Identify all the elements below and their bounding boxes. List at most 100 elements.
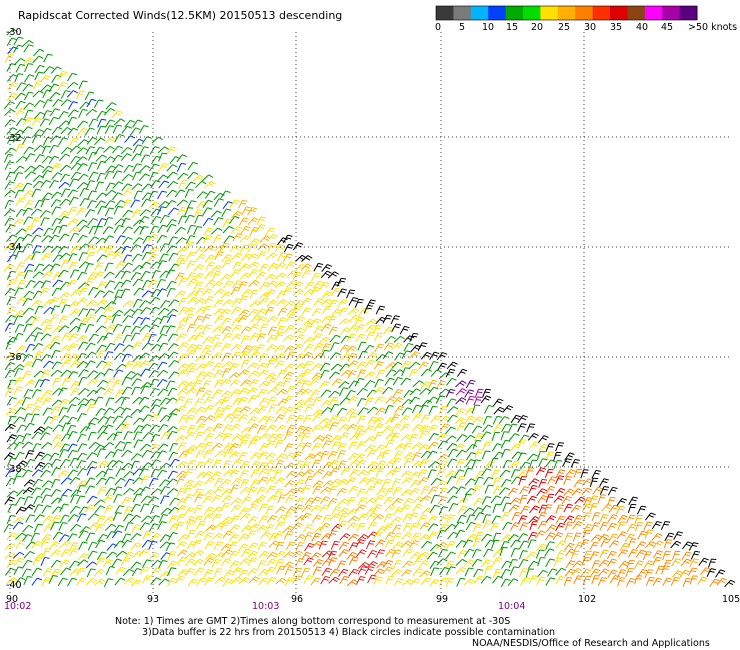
wind-barb	[185, 387, 197, 395]
wind-barb	[321, 434, 333, 442]
wind-barb	[203, 557, 215, 566]
wind-barb	[228, 550, 240, 559]
wind-barb	[502, 502, 512, 512]
wind-barb	[157, 424, 169, 433]
wind-barb	[40, 557, 50, 567]
wind-barb	[616, 531, 628, 540]
wind-barb	[492, 477, 501, 487]
time-label: 10:04	[498, 601, 526, 612]
wind-barb	[358, 477, 370, 485]
wind-barb	[264, 452, 277, 460]
wind-barb	[186, 529, 196, 539]
wind-barb	[590, 522, 601, 532]
wind-barb	[285, 261, 296, 270]
wind-barb	[121, 125, 133, 134]
wind-barb	[212, 341, 223, 351]
wind-barb	[563, 515, 575, 524]
wind-barb	[169, 497, 180, 506]
wind-barb	[139, 486, 151, 495]
wind-barb	[23, 44, 34, 53]
wind-barb	[256, 308, 267, 317]
wind-barb	[40, 333, 52, 341]
wind-barb	[51, 163, 62, 172]
wind-barb	[78, 530, 89, 539]
wind-barb	[195, 450, 205, 459]
wind-barb	[391, 478, 402, 488]
wind-barb	[292, 288, 304, 296]
wind-barb	[375, 305, 386, 315]
wind-barb	[357, 534, 369, 542]
wind-barb	[346, 522, 358, 531]
wind-barb	[356, 387, 368, 396]
wind-barb	[265, 485, 277, 494]
wind-barb	[519, 550, 528, 560]
wind-barb	[4, 567, 16, 576]
wind-barb	[553, 557, 563, 567]
wind-barb	[113, 406, 125, 414]
wind-barb	[88, 171, 99, 181]
wind-barb	[195, 253, 207, 262]
wind-barb	[258, 397, 269, 407]
wind-barb	[104, 189, 117, 197]
wind-barb	[40, 538, 50, 548]
wind-barb	[455, 458, 466, 468]
wind-barb	[50, 305, 60, 315]
wind-barb	[6, 127, 18, 135]
wind-barb	[68, 261, 78, 271]
wind-barb	[219, 242, 230, 252]
wind-barb	[455, 558, 467, 566]
wind-barb	[304, 322, 314, 332]
wind-barb	[202, 234, 213, 244]
wind-barb	[346, 423, 358, 432]
wind-barb	[6, 306, 17, 315]
wind-barb	[313, 342, 324, 352]
wind-barb	[347, 370, 358, 379]
wind-barb	[157, 388, 169, 397]
wind-barb	[123, 431, 133, 440]
wind-barb	[51, 478, 61, 488]
wind-barb	[79, 101, 91, 110]
wind-barb	[367, 574, 377, 584]
wind-barb	[150, 559, 162, 568]
legend-swatch	[644, 6, 663, 20]
wind-barb	[411, 424, 423, 432]
wind-barb	[114, 289, 124, 299]
wind-barb	[231, 210, 243, 219]
wind-barb	[113, 431, 123, 441]
legend-tick: 20	[531, 22, 544, 33]
wind-barb	[67, 533, 78, 542]
wind-barb	[295, 442, 306, 451]
wind-barb	[159, 315, 169, 325]
wind-barb	[329, 342, 340, 352]
wind-barb	[697, 576, 708, 585]
wind-barb	[94, 271, 105, 280]
wind-barb	[430, 415, 442, 424]
wind-barb	[23, 57, 35, 65]
wind-barb	[274, 521, 286, 530]
wind-barb	[60, 99, 72, 107]
wind-barb	[463, 422, 475, 431]
wind-barb	[165, 542, 176, 552]
wind-barb	[247, 207, 258, 216]
wind-barb	[23, 551, 35, 559]
wind-barb	[337, 507, 350, 515]
wind-barb	[39, 287, 50, 297]
wind-barb	[339, 397, 351, 405]
wind-barb	[301, 307, 312, 316]
wind-barb	[59, 153, 71, 162]
wind-barb	[327, 550, 337, 560]
wind-barb	[274, 439, 285, 449]
wind-barb	[606, 522, 617, 532]
wind-barb	[141, 290, 153, 298]
wind-barb	[480, 504, 492, 514]
wind-barb	[40, 354, 52, 362]
wind-barb	[238, 217, 249, 226]
wind-barb	[39, 432, 51, 441]
wind-barb	[688, 542, 699, 551]
wind-barb	[589, 503, 599, 513]
wind-barb	[15, 271, 26, 280]
legend-swatch	[453, 6, 472, 20]
wind-barb	[97, 205, 107, 215]
wind-barb	[339, 387, 349, 397]
wind-barb	[104, 505, 114, 515]
